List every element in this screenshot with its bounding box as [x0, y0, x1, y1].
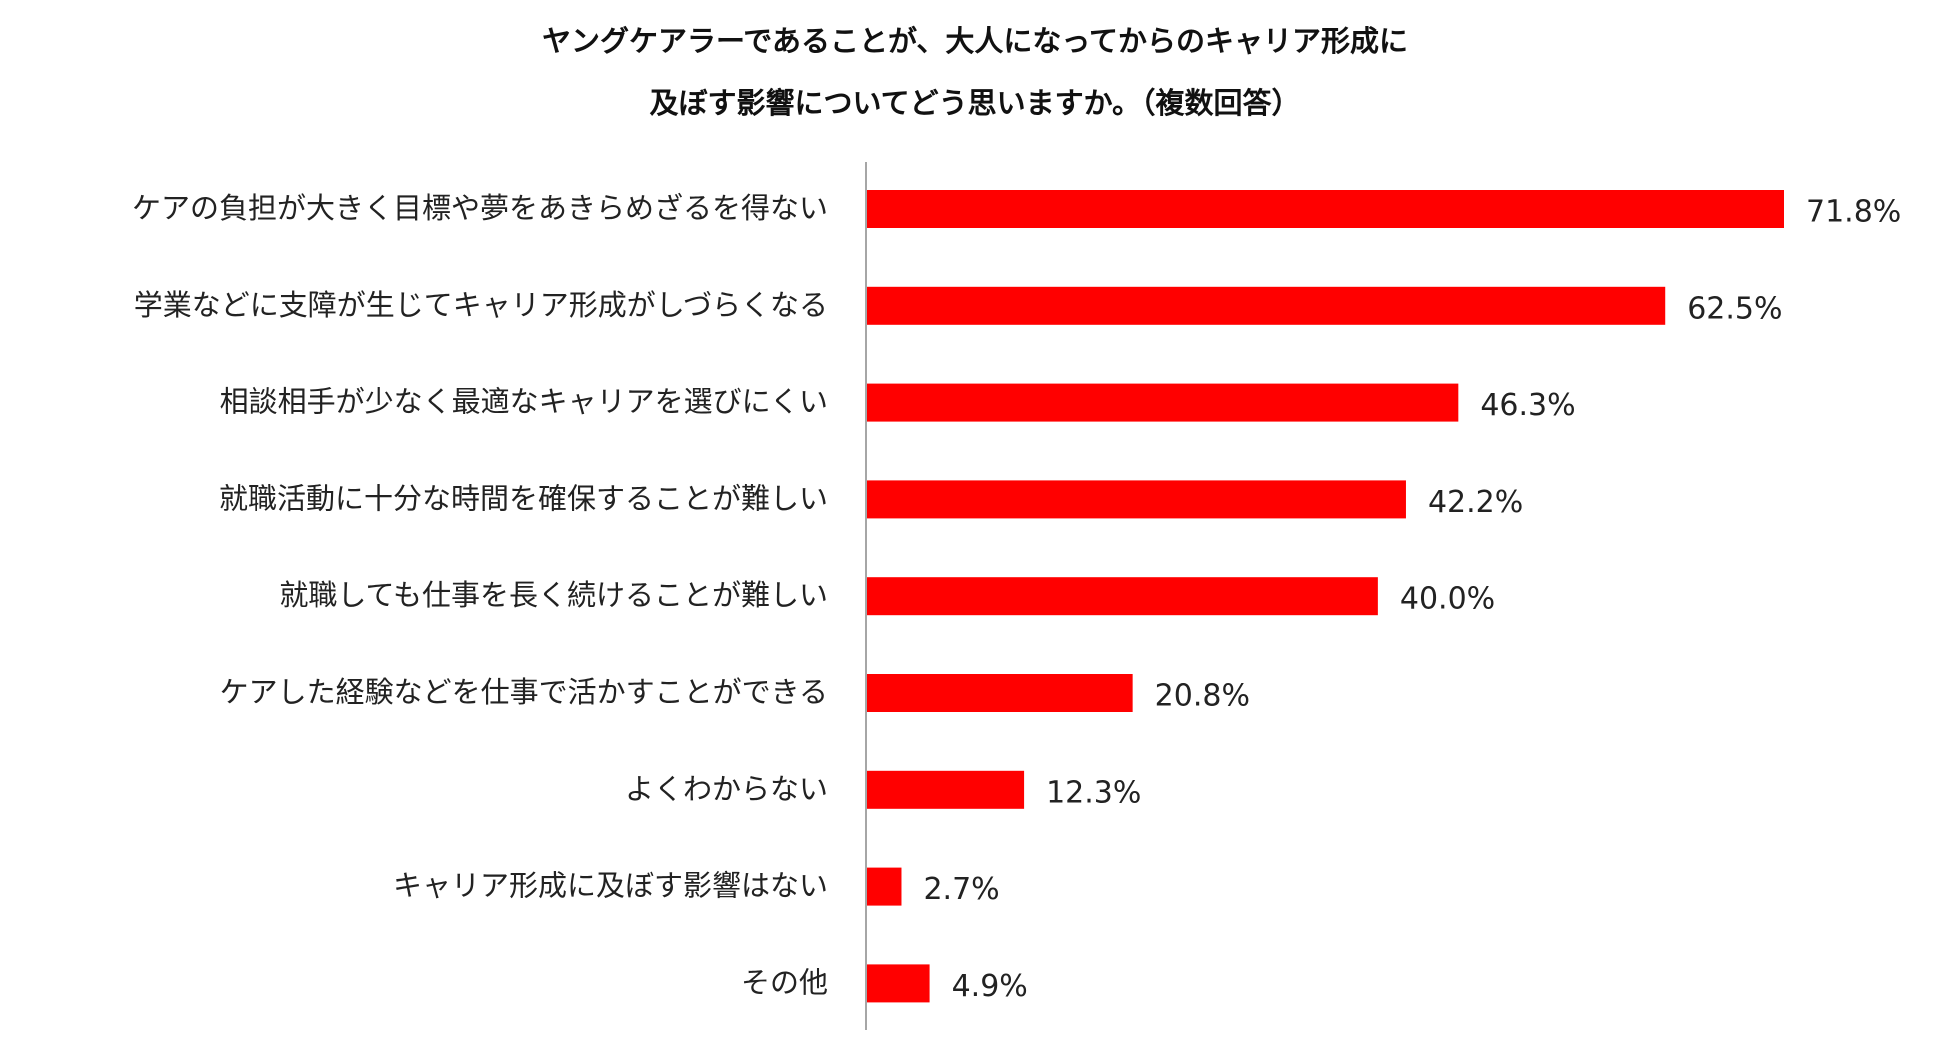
category-label: ケアした経験などを仕事で活かすことができる	[220, 675, 828, 709]
bar	[867, 674, 1133, 712]
category-label: 就職しても仕事を長く続けることが難しい	[279, 578, 828, 612]
value-label: 46.3%	[1480, 388, 1575, 423]
value-label: 62.5%	[1687, 291, 1782, 326]
bar	[867, 190, 1784, 228]
value-label: 2.7%	[923, 872, 999, 907]
bar	[867, 867, 902, 906]
category-label: よくわからない	[625, 772, 828, 806]
bar	[867, 770, 1025, 809]
bar	[867, 480, 1406, 519]
chart-title-line-2: 及ぼす影響についてどう思いますか。（複数回答）	[649, 86, 1301, 120]
bar	[867, 577, 1378, 616]
category-label: その他	[741, 965, 828, 999]
category-label: キャリア形成に及ぼす影響はない	[393, 869, 828, 903]
category-label: 学業などに支障が生じてキャリア形成がしづらくなる	[134, 288, 828, 322]
value-label: 71.8%	[1806, 195, 1901, 230]
bar	[867, 383, 1459, 422]
category-label: 相談相手が少なく最適なキャリアを選びにくい	[220, 385, 828, 419]
bar	[867, 286, 1666, 325]
value-label: 4.9%	[952, 969, 1028, 1004]
value-label: 40.0%	[1400, 582, 1495, 617]
category-label: ケアの負担が大きく目標や夢をあきらめざるを得ない	[132, 191, 828, 225]
bar	[867, 964, 930, 1003]
chart-title-line-1: ヤングケアラーであることが、大人になってからのキャリア形成に	[542, 24, 1408, 58]
value-label: 12.3%	[1046, 775, 1141, 810]
value-label: 20.8%	[1155, 679, 1250, 714]
category-label: 就職活動に十分な時間を確保することが難しい	[219, 481, 828, 515]
value-label: 42.2%	[1428, 485, 1523, 520]
